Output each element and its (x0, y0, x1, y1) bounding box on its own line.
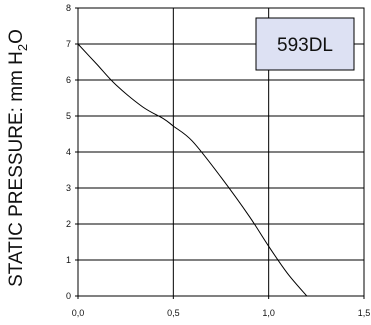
legend-box (255, 17, 355, 71)
legend-label: 593DL (277, 35, 333, 56)
y-tick-label: 5 (66, 111, 71, 121)
y-tick-label: 7 (66, 39, 71, 49)
y-axis-label: STATIC PRESSURE: mm H2O (6, 29, 30, 287)
legend: 593DL (255, 17, 355, 71)
y-tick-label: 3 (66, 183, 71, 193)
series-line (77, 43, 308, 297)
y-tick-label: 2 (66, 219, 71, 229)
y-tick-label: 8 (66, 3, 71, 13)
y-tick-label: 4 (66, 147, 71, 157)
y-tick-label: 0 (66, 291, 71, 301)
x-tick-label: 1,0 (262, 308, 275, 318)
x-tick-label: 0,0 (72, 308, 85, 318)
x-axis-ticks: 0,0 0,5 1,0 1,5 (72, 296, 371, 318)
y-tick-label: 6 (66, 75, 71, 85)
x-tick-label: 0,5 (167, 308, 180, 318)
x-tick-label: 1,5 (358, 308, 371, 318)
y-tick-label: 1 (66, 255, 71, 265)
y-axis-ticks: 0 1 2 3 4 5 6 7 8 (66, 3, 78, 301)
